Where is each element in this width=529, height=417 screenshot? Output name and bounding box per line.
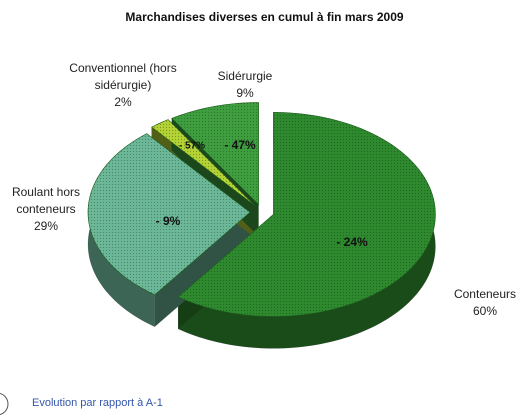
slice-texture	[151, 119, 255, 206]
evolution-label: - 9%	[156, 214, 181, 228]
slice-texture	[88, 133, 251, 295]
evolution-label: - 24%	[336, 235, 368, 249]
slice-label: Sidérurgie 9%	[205, 68, 285, 102]
slice-label: Conteneurs 60%	[440, 286, 529, 320]
slice-wall	[154, 212, 251, 327]
slice-label: Conventionnel (hors sidérurgie) 2%	[68, 60, 178, 111]
value-label: 29%	[33, 219, 59, 233]
value-label: 9%	[236, 86, 254, 100]
category-name: Conventionnel (hors sidérurgie)	[69, 61, 177, 92]
legend-icon	[0, 392, 9, 416]
slice-texture	[171, 102, 259, 205]
legend-entry: Evolution par rapport à A-1	[32, 397, 163, 409]
evolution-label: - 47%	[224, 138, 256, 152]
category-name: Roulant hors conteneurs	[11, 185, 81, 216]
value-label: 2%	[114, 95, 132, 109]
slice-label: Roulant hors conteneurs 29%	[2, 184, 90, 235]
chart-title: Marchandises diverses en cumul à fin mar…	[125, 10, 404, 24]
slice-texture	[178, 112, 436, 317]
category-name: Sidérurgie	[217, 69, 273, 83]
category-name: Conteneurs	[453, 287, 517, 301]
value-label: 60%	[472, 304, 498, 318]
evolution-label: - 57%	[179, 141, 205, 152]
